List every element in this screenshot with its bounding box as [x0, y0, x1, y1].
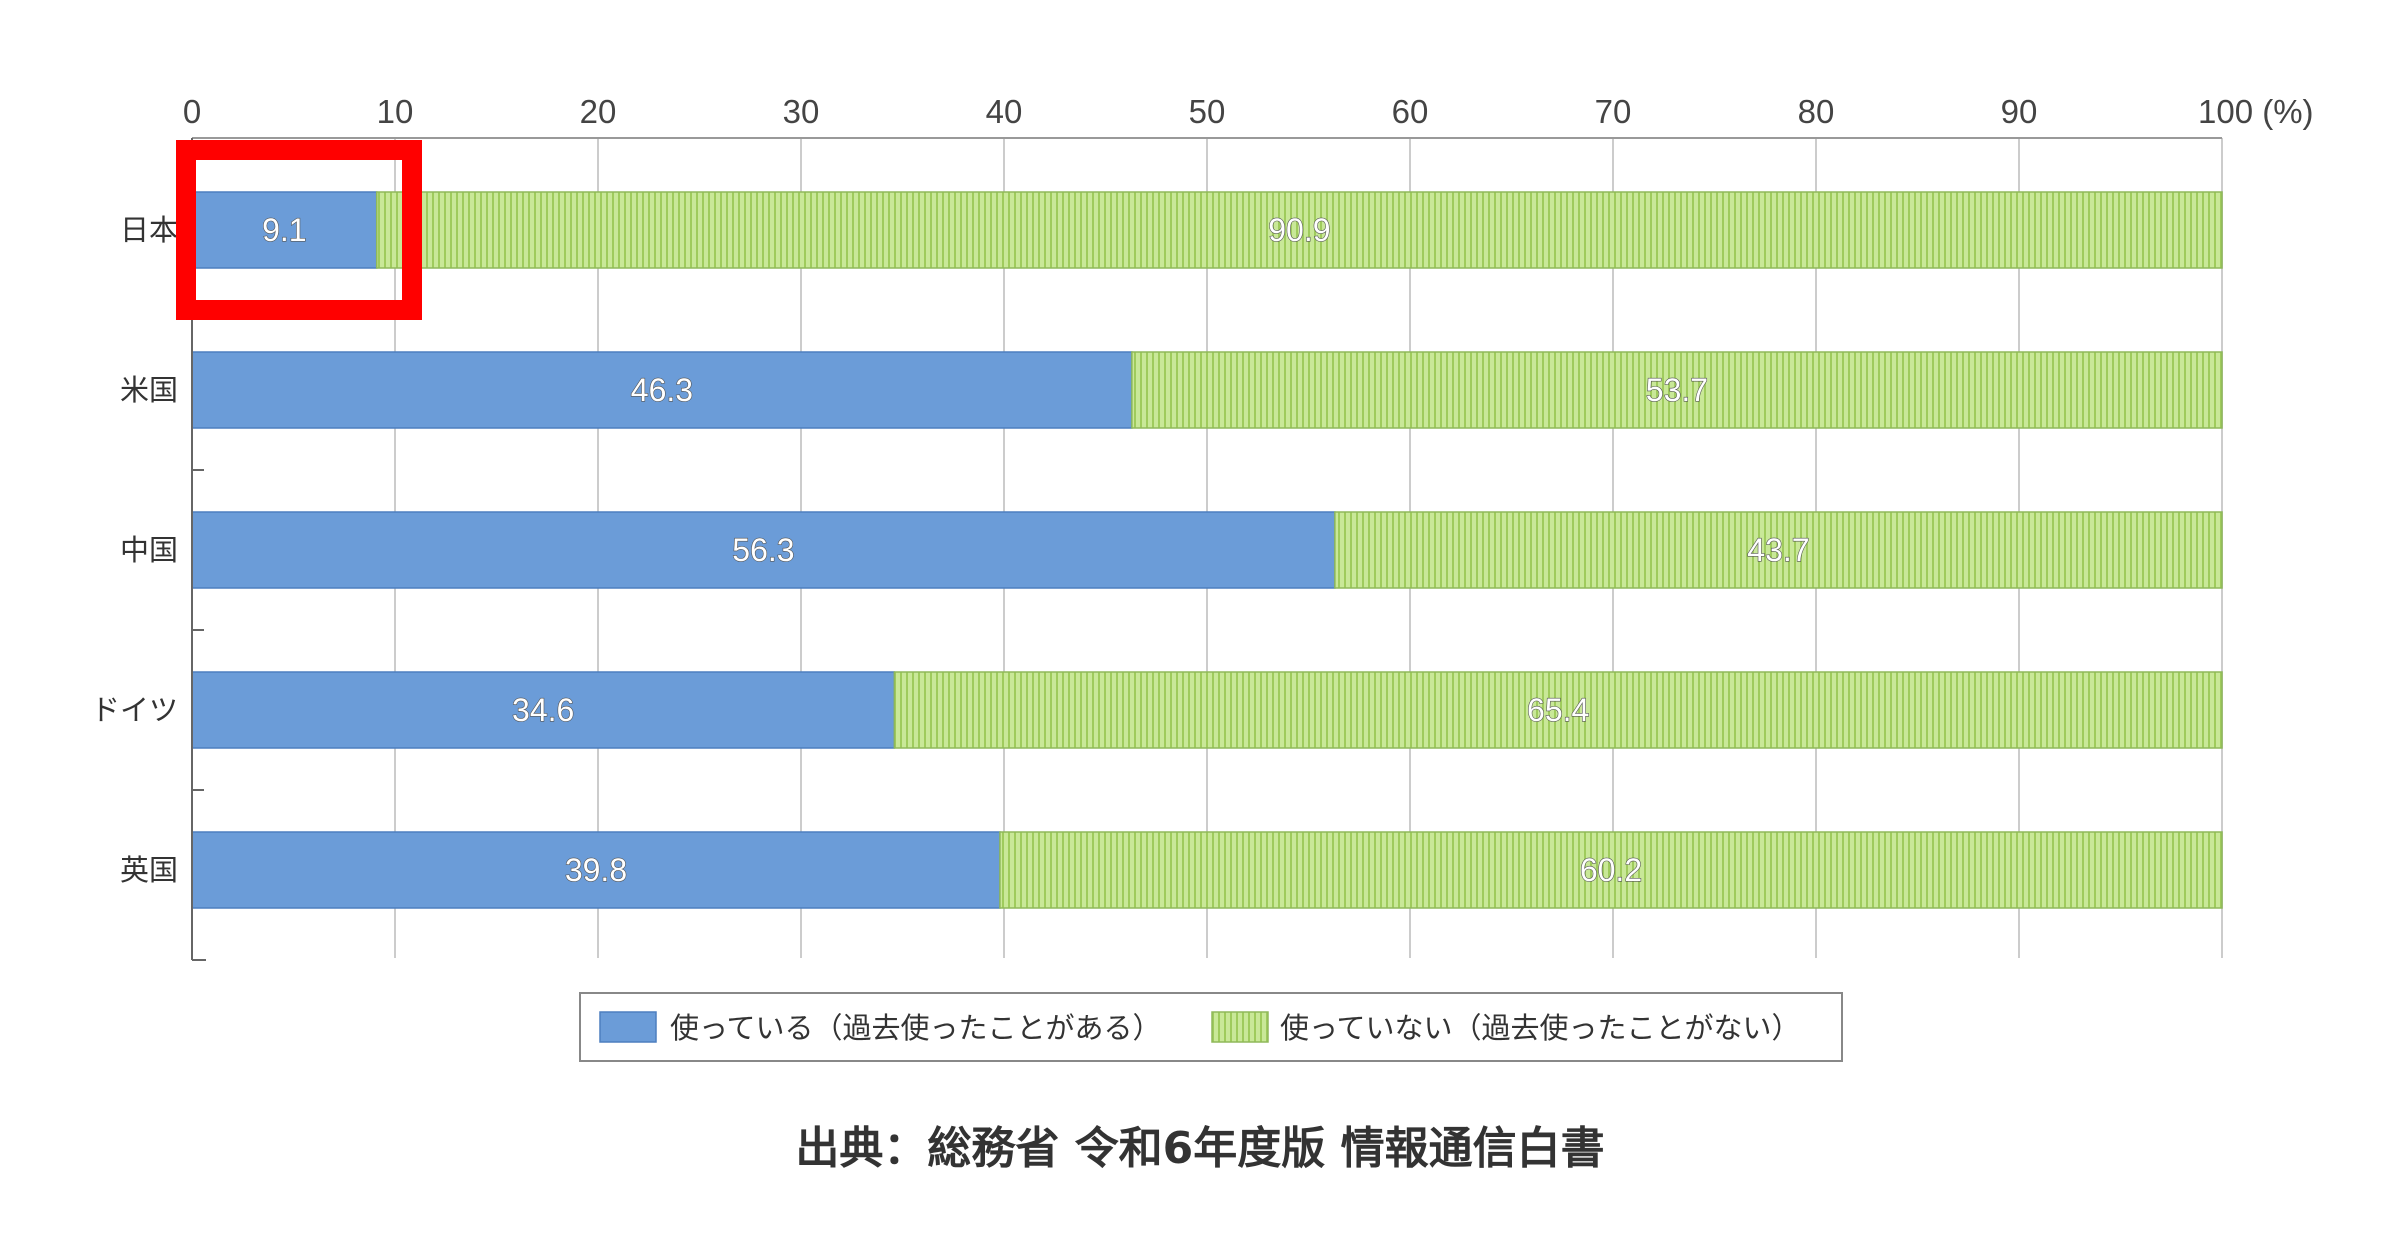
bar-segment: [893, 671, 2223, 749]
legend-box: [579, 992, 1843, 1062]
x-tick-label: 10: [377, 93, 414, 130]
data-label: 90.9: [1268, 212, 1330, 248]
x-tick-label: 60: [1392, 93, 1429, 130]
data-label: 60.2: [1580, 852, 1642, 888]
legend-swatch-used: [599, 1011, 657, 1043]
data-label: 53.7: [1646, 372, 1708, 408]
y-category-label: 英国: [120, 853, 178, 887]
x-tick-label: 50: [1189, 93, 1226, 130]
data-label: 9.1: [262, 212, 306, 248]
legend-swatch-not-used: [1211, 1011, 1269, 1043]
bar-segment: [999, 831, 2223, 909]
x-tick-label: 30: [783, 93, 820, 130]
x-tick-label: 0: [183, 93, 201, 130]
x-tick-label: 20: [580, 93, 617, 130]
bar-segment: [1131, 351, 2223, 429]
data-label: 39.8: [565, 852, 627, 888]
y-category-label: 日本: [120, 213, 178, 247]
x-tick-label: 100 (%): [2198, 93, 2314, 130]
data-label: 65.4: [1527, 692, 1589, 728]
bar-segment: [191, 511, 1336, 589]
data-label: 56.3: [732, 532, 794, 568]
bar-segment: [191, 191, 378, 269]
bar-segment: [191, 671, 896, 749]
bars: 9.1 90.9 46.3 53.7 56.3 43.7 34.6 65.4 39.8 60.2: [191, 191, 2223, 909]
legend: 使っている（過去使ったことがある） 使っていない（過去使ったことがない）: [579, 992, 1843, 1062]
x-tick-label: 70: [1595, 93, 1632, 130]
y-category-label: ドイツ: [91, 693, 178, 727]
x-tick-label: 80: [1798, 93, 1835, 130]
highlight-rect: [176, 140, 422, 320]
legend-label-not-used: 使っていない（過去使ったことがない）: [1280, 1011, 1801, 1045]
bar-segment: [191, 351, 1133, 429]
legend-label-used: 使っている（過去使ったことがある）: [670, 1011, 1162, 1045]
x-tick-label: 90: [2001, 93, 2038, 130]
bar-segment: [1334, 511, 2223, 589]
data-label: 34.6: [512, 692, 574, 728]
highlight-box: [176, 140, 422, 320]
data-label: 46.3: [631, 372, 693, 408]
y-category-label: 米国: [120, 373, 178, 407]
source-caption: 出典：総務省 令和6年度版 情報通信白書: [795, 1123, 1605, 1174]
y-category-label: 中国: [120, 533, 178, 567]
x-axis: 0 10 20 30 40 50 60 70 80 90 100 (%): [183, 93, 2314, 139]
data-label: 43.7: [1747, 532, 1809, 568]
x-tick-label: 40: [986, 93, 1023, 130]
bar-segment: [191, 831, 1001, 909]
bar-segment: [375, 191, 2223, 269]
